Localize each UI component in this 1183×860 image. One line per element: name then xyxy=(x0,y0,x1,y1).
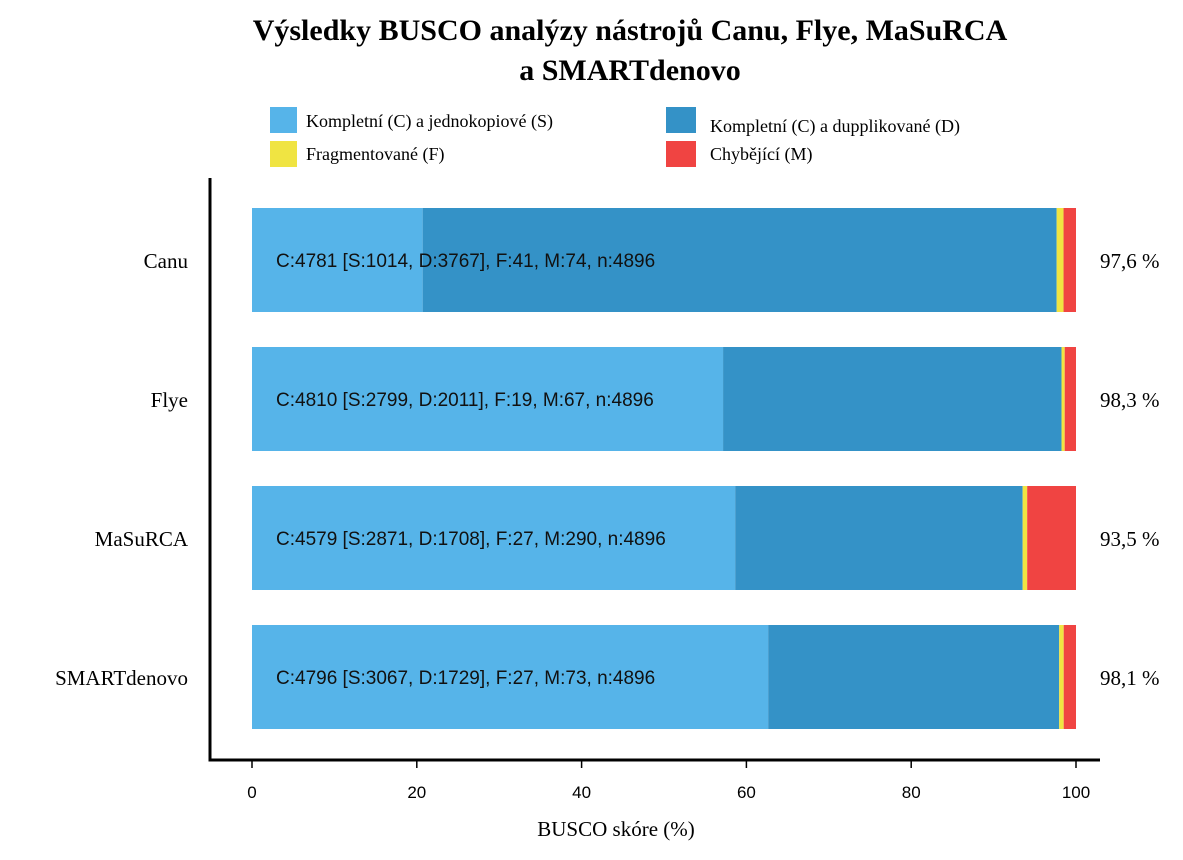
bar-label-flye: C:4810 [S:2799, D:2011], F:19, M:67, n:4… xyxy=(276,390,654,411)
bar-segment-masurca-2 xyxy=(735,486,1023,590)
legend-label-2: Kompletní (C) a dupplikované (D) xyxy=(710,116,960,137)
x-tick-label-100: 100 xyxy=(1062,783,1090,802)
bar-group-flye: C:4810 [S:2799, D:2011], F:19, M:67, n:4… xyxy=(151,347,1160,451)
category-label-canu: Canu xyxy=(144,249,189,273)
bar-segment-smartdenovo-2 xyxy=(768,625,1060,729)
bar-segment-flye-4 xyxy=(1064,347,1076,451)
x-tick-label-20: 20 xyxy=(407,783,426,802)
bar-segment-canu-2 xyxy=(422,208,1057,312)
bar-segment-flye-2 xyxy=(723,347,1062,451)
x-tick-label-0: 0 xyxy=(247,783,256,802)
bar-segment-canu-4 xyxy=(1063,208,1076,312)
completeness-label-smartdenovo: 98,1 % xyxy=(1100,666,1160,690)
x-tick-label-40: 40 xyxy=(572,783,591,802)
category-label-flye: Flye xyxy=(151,388,188,412)
chart-title: Výsledky BUSCO analýzy nástrojů Canu, Fl… xyxy=(253,14,1008,87)
bar-segment-masurca-1 xyxy=(252,486,736,590)
legend-label-4: Chybějící (M) xyxy=(710,144,812,165)
completeness-label-flye: 98,3 % xyxy=(1100,388,1160,412)
legend-label-3: Fragmentované (F) xyxy=(306,144,444,165)
bar-label-canu: C:4781 [S:1014, D:3767], F:41, M:74, n:4… xyxy=(276,251,655,272)
completeness-label-canu: 97,6 % xyxy=(1100,249,1160,273)
bar-segment-canu-1 xyxy=(252,208,423,312)
bar-group-canu: C:4781 [S:1014, D:3767], F:41, M:74, n:4… xyxy=(144,208,1160,312)
chart-title-line-1: Výsledky BUSCO analýzy nástrojů Canu, Fl… xyxy=(253,14,1008,47)
bar-group-smartdenovo: C:4796 [S:3067, D:1729], F:27, M:73, n:4… xyxy=(55,625,1160,729)
bar-segment-smartdenovo-3 xyxy=(1059,625,1064,729)
bar-label-masurca: C:4579 [S:2871, D:1708], F:27, M:290, n:… xyxy=(276,529,666,550)
x-tick-label-60: 60 xyxy=(737,783,756,802)
legend-label-1: Kompletní (C) a jednokopiové (S) xyxy=(306,111,553,132)
x-tick-label-80: 80 xyxy=(902,783,921,802)
bar-group-masurca: C:4579 [S:2871, D:1708], F:27, M:290, n:… xyxy=(95,486,1160,590)
bar-segment-smartdenovo-1 xyxy=(252,625,769,729)
axes: 0 20 40 60 80 100 xyxy=(208,178,1100,802)
chart-legend: Kompletní (C) a jednokopiové (S) Kompletn… xyxy=(270,107,960,167)
bar-segment-flye-3 xyxy=(1061,347,1065,451)
bar-segment-smartdenovo-4 xyxy=(1063,625,1076,729)
bar-segment-masurca-4 xyxy=(1027,486,1076,590)
plot-area: C:4781 [S:1014, D:3767], F:41, M:74, n:4… xyxy=(55,208,1160,729)
bar-segment-canu-3 xyxy=(1056,208,1064,312)
chart-title-line-2: a SMARTdenovo xyxy=(519,54,740,87)
legend-swatch-1 xyxy=(270,107,297,133)
bar-label-smartdenovo: C:4796 [S:3067, D:1729], F:27, M:73, n:4… xyxy=(276,668,655,689)
x-axis-title: BUSCO skóre (%) xyxy=(537,817,695,841)
legend-swatch-3 xyxy=(270,141,297,167)
legend-swatch-4 xyxy=(666,141,696,167)
completeness-label-masurca: 93,5 % xyxy=(1100,527,1160,551)
legend-swatch-2 xyxy=(666,107,696,133)
bar-segment-masurca-3 xyxy=(1022,486,1028,590)
bar-segment-flye-1 xyxy=(252,347,724,451)
category-label-smartdenovo: SMARTdenovo xyxy=(55,666,188,690)
category-label-masurca: MaSuRCA xyxy=(95,527,189,551)
